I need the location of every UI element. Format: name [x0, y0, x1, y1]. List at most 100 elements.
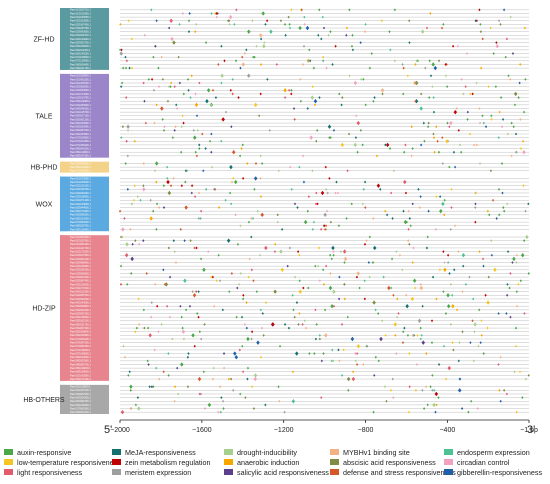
cis-element-mark	[420, 333, 423, 337]
cis-element-mark	[385, 399, 388, 403]
cis-element-mark	[324, 227, 327, 231]
cis-element-mark	[221, 308, 224, 312]
cis-element-mark	[137, 242, 141, 246]
cis-element-mark	[361, 202, 364, 206]
cis-element-mark	[332, 359, 335, 363]
cis-element-mark	[381, 92, 384, 96]
cis-element-mark	[223, 59, 226, 63]
cis-element-mark	[368, 66, 372, 70]
x-tick-label: −400	[439, 427, 455, 434]
cis-element-mark	[424, 66, 427, 70]
cis-element-mark	[181, 329, 186, 334]
cis-element-mark	[298, 312, 301, 315]
cis-element-mark	[157, 66, 160, 70]
cis-element-mark	[233, 179, 238, 185]
gene-id-label: Pavi.07G009100.1	[70, 338, 91, 341]
cis-element-mark	[183, 278, 187, 283]
gene-id-label: Pavi.04G126700.1	[70, 111, 91, 114]
cis-element-mark	[372, 217, 375, 220]
cis-element-mark	[260, 212, 265, 218]
family-label: HD-ZIP	[32, 306, 56, 313]
cis-element-mark	[386, 213, 389, 217]
cis-element-mark	[121, 227, 125, 232]
cis-element-mark	[432, 110, 436, 114]
cis-element-mark	[318, 333, 321, 337]
gene-id-label: Pavi.05G009800.1	[70, 305, 91, 308]
cis-element-mark	[124, 55, 127, 59]
cis-element-mark	[142, 162, 145, 165]
cis-element-mark	[162, 184, 166, 188]
cis-element-mark	[375, 154, 379, 158]
cis-element-mark	[329, 272, 332, 275]
cis-element-mark	[362, 77, 365, 81]
cis-element-mark	[329, 30, 332, 34]
cis-element-mark	[298, 279, 301, 283]
gene-id-label: Pavi.08G101700.1	[70, 67, 91, 70]
cis-element-mark	[174, 125, 177, 129]
cis-element-mark	[121, 235, 124, 239]
cis-element-mark	[350, 336, 355, 342]
cis-element-mark	[315, 323, 318, 326]
cis-element-mark	[408, 385, 411, 389]
cis-element-mark	[152, 55, 155, 59]
cis-element-mark	[193, 246, 196, 250]
cis-element-mark	[264, 245, 268, 251]
cis-element-mark	[492, 52, 495, 55]
cis-element-mark	[407, 239, 410, 243]
cis-element-mark	[124, 66, 128, 70]
cis-element-mark	[517, 282, 520, 286]
cis-element-mark	[408, 242, 411, 246]
cis-element-mark	[322, 282, 326, 286]
cis-element-mark	[316, 202, 319, 206]
cis-element-mark	[125, 139, 128, 143]
cis-element-mark	[499, 355, 502, 359]
cis-element-mark	[479, 341, 482, 345]
cis-element-mark	[329, 136, 332, 140]
cis-element-mark	[258, 253, 262, 257]
cis-element-mark	[198, 81, 201, 85]
cis-element-mark	[236, 242, 240, 246]
family-band-wox	[60, 176, 109, 232]
cis-element-mark	[220, 396, 223, 400]
cis-element-mark	[125, 242, 129, 247]
cis-element-mark	[294, 351, 299, 356]
cis-element-mark	[446, 121, 449, 125]
gene-id-label: Pavi.08G139600.1	[70, 371, 91, 374]
cis-element-mark	[525, 234, 529, 240]
cis-element-mark	[433, 150, 436, 154]
cis-element-mark	[471, 92, 474, 96]
cis-element-mark	[127, 19, 130, 23]
cis-element-mark	[455, 308, 459, 312]
cis-element-mark	[422, 121, 425, 125]
cis-element-mark	[444, 74, 448, 78]
cis-element-mark	[243, 323, 247, 326]
cis-element-mark	[247, 220, 251, 224]
cis-element-mark	[444, 312, 448, 315]
cis-element-mark	[493, 267, 497, 273]
cis-element-mark	[466, 118, 469, 121]
cis-element-mark	[410, 154, 413, 158]
cis-element-mark	[130, 272, 133, 275]
cis-element-mark	[124, 162, 127, 165]
cis-element-mark	[469, 92, 472, 96]
cis-element-mark	[199, 392, 203, 396]
cis-element-mark	[312, 66, 316, 70]
cis-element-mark	[218, 279, 222, 283]
cis-element-mark	[253, 373, 258, 378]
cis-element-mark	[391, 377, 394, 381]
cis-element-mark	[461, 253, 466, 258]
gene-id-label: Pavi.01G009300.1	[70, 236, 91, 239]
cis-element-mark	[474, 220, 477, 224]
cis-element-mark	[481, 114, 484, 118]
cis-element-mark	[229, 164, 233, 170]
cis-element-mark	[264, 403, 267, 407]
cis-element-mark	[181, 114, 184, 118]
family-label: HB-OTHERS	[23, 397, 65, 404]
cis-element-mark	[192, 293, 197, 298]
cis-element-mark	[510, 154, 513, 158]
cis-element-mark	[259, 308, 263, 312]
cis-element-mark	[168, 275, 172, 279]
cis-element-mark	[131, 242, 134, 246]
cis-element-mark	[259, 92, 262, 96]
cis-element-mark	[122, 344, 125, 348]
